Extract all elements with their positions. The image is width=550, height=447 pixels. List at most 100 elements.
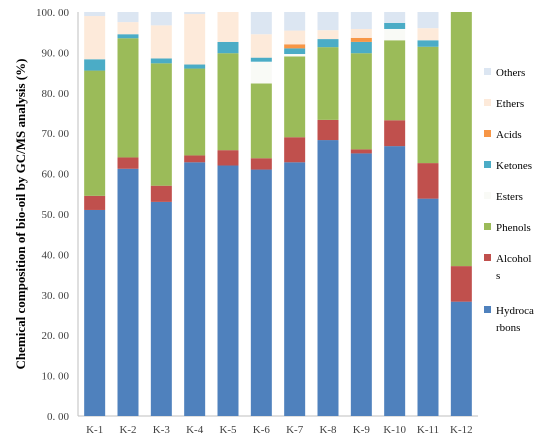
y-tick-label: 40. 00 xyxy=(42,249,70,261)
axes xyxy=(77,12,478,417)
bar-segment-ethers xyxy=(84,16,106,60)
bar-segment-hydrocarbons xyxy=(384,146,406,417)
bar-segment-ethers xyxy=(150,25,172,59)
bar-segment-others xyxy=(184,12,206,15)
bar-segment-hydrocarbons xyxy=(250,169,272,416)
bar-segment-ethers xyxy=(284,30,306,45)
bar-segment-others xyxy=(317,12,339,31)
x-tick-label: K-6 xyxy=(253,424,271,436)
bar-segment-others xyxy=(150,12,172,26)
bar-stack-k-12 xyxy=(450,12,472,416)
bar-segment-ketones xyxy=(417,40,439,47)
legend-label: Hydroca xyxy=(496,305,534,317)
legend-swatch xyxy=(484,161,491,168)
bar-stack-k-3 xyxy=(150,12,172,416)
bar-segment-alcohols xyxy=(217,150,239,166)
bar-segment-esters xyxy=(250,61,272,84)
bar-segment-esters xyxy=(284,54,306,57)
bar-segment-ethers xyxy=(250,34,272,58)
x-tick-label: K-10 xyxy=(383,424,406,436)
legend-label: s xyxy=(496,270,500,282)
bar-segment-phenols xyxy=(450,12,472,267)
x-tick-label: K-5 xyxy=(219,424,237,436)
bar-segment-alcohols xyxy=(184,155,206,163)
bar-segment-phenols xyxy=(350,53,372,150)
y-tick-labels: 0. 00 10. 00 20. 00 30. 00 40. 00 50. 00 60. 0… xyxy=(36,7,70,423)
bar-segment-ketones xyxy=(284,48,306,55)
x-tick-label: K-9 xyxy=(353,424,371,436)
bar-segment-hydrocarbons xyxy=(184,162,206,416)
bar-segment-phenols xyxy=(250,83,272,159)
legend-label: Acids xyxy=(496,129,522,141)
legend-item-phenols: Phenols xyxy=(484,222,531,234)
y-tick-label: 80. 00 xyxy=(42,88,70,100)
bar-segment-ketones xyxy=(217,41,239,54)
bar-segment-phenols xyxy=(150,63,172,186)
bar-segment-alcohols xyxy=(450,266,472,302)
bar-segment-alcohols xyxy=(350,149,372,154)
bar-stack-k-2 xyxy=(117,12,139,416)
x-tick-label: K-3 xyxy=(153,424,171,436)
bar-segment-alcohols xyxy=(317,119,339,141)
bar-segment-acids xyxy=(284,44,306,49)
bar-segment-ketones xyxy=(384,22,406,29)
bar-segment-ketones xyxy=(250,57,272,62)
bar-segment-phenols xyxy=(384,40,406,121)
legend-item-hydrocarbons: Hydroca rbons xyxy=(484,305,534,334)
x-tick-label: K-8 xyxy=(319,424,337,436)
bar-segment-phenols xyxy=(184,68,206,156)
bar-segment-alcohols xyxy=(417,163,439,199)
bar-segment-ketones xyxy=(117,34,139,39)
y-tick-label: 0. 00 xyxy=(47,411,70,423)
bar-segment-alcohols xyxy=(384,120,406,147)
bar-segment-others xyxy=(417,12,439,29)
x-tick-label: K-2 xyxy=(119,424,136,436)
x-tick-label: K-4 xyxy=(186,424,204,436)
bar-segment-ethers xyxy=(184,14,206,65)
bar-segment-ethers xyxy=(317,30,339,40)
y-tick-label: 50. 00 xyxy=(42,209,70,221)
bar-segment-others xyxy=(384,12,406,23)
bar-segment-hydrocarbons xyxy=(417,198,439,416)
legend-swatch xyxy=(484,254,491,261)
bar-segment-hydrocarbons xyxy=(450,301,472,416)
bar-segment-hydrocarbons xyxy=(350,153,372,416)
bar-segment-ketones xyxy=(150,58,172,64)
x-tick-label: K-7 xyxy=(286,424,304,436)
legend-item-esters: Esters xyxy=(484,191,523,203)
y-tick-label: 30. 00 xyxy=(42,290,70,302)
bar-segment-hydrocarbons xyxy=(317,140,339,416)
y-tick-label: 100. 00 xyxy=(36,7,70,19)
bar-segment-alcohols xyxy=(117,157,139,169)
legend-item-acids: Acids xyxy=(484,129,522,141)
legend-swatch xyxy=(484,223,491,230)
bar-segment-phenols xyxy=(84,70,106,196)
bar-segment-alcohols xyxy=(284,137,306,163)
bar-segment-hydrocarbons xyxy=(117,168,139,416)
bar-stack-k-1 xyxy=(84,12,106,416)
bar-segment-phenols xyxy=(317,47,339,120)
bar-segment-others xyxy=(284,12,306,31)
x-tick-label: K-1 xyxy=(86,424,103,436)
bar-segment-hydrocarbons xyxy=(150,201,172,416)
legend-swatch xyxy=(484,306,491,313)
bar-segment-phenols xyxy=(284,56,306,138)
bar-segment-hydrocarbons xyxy=(284,162,306,416)
bar-stack-k-10 xyxy=(384,12,406,417)
bar-segment-others xyxy=(350,12,372,29)
bars xyxy=(84,12,472,417)
bar-segment-phenols xyxy=(417,46,439,164)
legend-swatch xyxy=(484,68,491,75)
bar-stack-k-4 xyxy=(184,12,206,416)
y-tick-label: 70. 00 xyxy=(42,128,70,140)
bar-stack-k-8 xyxy=(317,12,339,416)
bar-segment-ethers xyxy=(117,22,139,35)
legend-label: Phenols xyxy=(496,222,531,234)
bar-segment-alcohols xyxy=(84,195,106,210)
bar-segment-esters xyxy=(384,28,406,41)
bar-segment-others xyxy=(117,12,139,23)
bar-segment-alcohols xyxy=(150,185,172,202)
y-tick-label: 20. 00 xyxy=(42,330,70,342)
bar-segment-ketones xyxy=(84,59,106,71)
